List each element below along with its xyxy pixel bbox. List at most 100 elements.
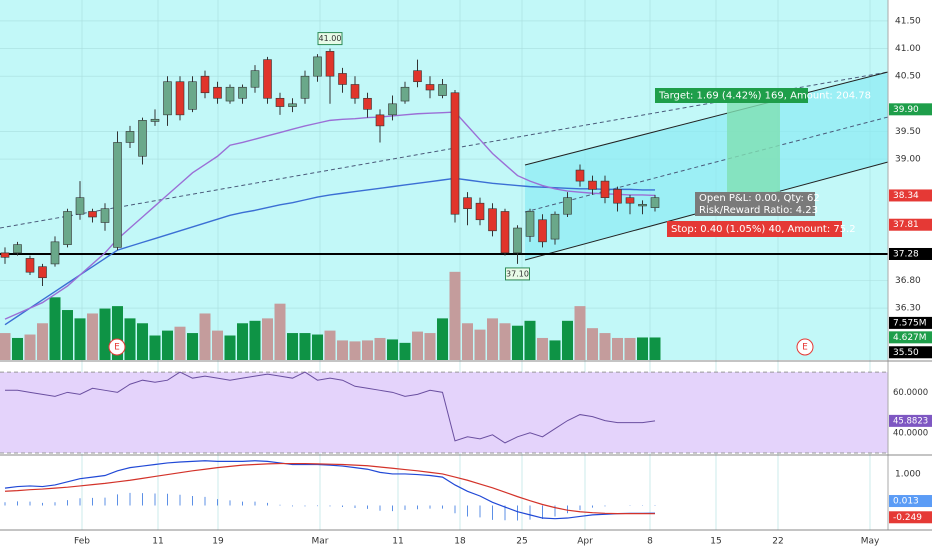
axis-marker [889,103,932,116]
axis-marker [889,346,932,359]
volume-bar [499,323,511,360]
candle-body [313,56,322,77]
axis-marker-label: -0.249 [893,513,922,523]
candle-body [225,86,235,102]
volume-bar [349,341,361,360]
volume-bar [124,318,136,360]
candle-body [150,118,160,122]
x-tick-label: May [861,537,880,547]
position-label: Stop: 0.40 (1.05%) 40, Amount: 75.2 [671,224,856,235]
earnings-label: E [114,343,120,353]
rsi-band [0,372,888,453]
axis-marker [889,316,932,329]
volume-bar [99,308,111,360]
annotation-box [317,32,343,46]
candle-body [88,211,97,218]
macd-line [4,460,656,520]
volume-bar [337,340,348,360]
candle-body [300,75,310,99]
y-tick-label: 39.00 [895,155,921,165]
position-label-box [655,88,808,103]
candle-body [438,84,447,96]
position-label: Open P&L: 0.00, Qty: 62 [699,193,820,204]
position-label: Target: 1.69 (4.42%) 169, Amount: 204.78 [658,91,871,102]
candle-body [338,73,347,85]
x-tick-label: 18 [454,537,466,547]
candle-body [375,114,385,127]
axis-marker [889,218,932,231]
axis-marker-label: 37.81 [893,220,919,230]
candle-body [450,92,460,215]
candle-body [125,131,135,143]
volume-bar [49,297,61,360]
channel-top [524,71,889,166]
volume-bar [199,313,211,360]
x-tick-label: 8 [647,537,653,547]
volume-bar [362,340,373,360]
volume-bar [387,339,398,360]
candle-body [625,197,635,204]
volume-bar [599,333,611,360]
axis-marker-label: 38.34 [893,191,919,201]
plot [0,48,888,521]
rsi-line [5,371,656,444]
volume-bar [574,306,586,360]
candle-body [488,208,497,232]
target-zone [727,96,780,200]
y-tick-label: 36.30 [895,304,921,314]
axis-marker-label: 35.50 [893,348,919,358]
x-tick-label: Feb [74,537,90,547]
volume-bar [612,337,623,360]
candle-body [250,70,260,88]
volume-bar [24,334,36,360]
candle-body [575,169,585,182]
y-tick-label: 39.50 [895,127,921,137]
candle-body [388,103,397,116]
volume-bar [549,340,561,360]
annotation-box [505,267,530,281]
volume-bar [174,326,186,360]
earnings-marker [108,338,126,356]
x-tick-label: 22 [772,537,783,547]
volume-bar [137,323,148,360]
volume-bar [449,271,461,360]
volume-bar [74,318,86,360]
candle-body [263,59,272,99]
candle-body [400,86,410,102]
candle-body [13,244,22,254]
candle-body [188,81,197,110]
macd-panel [0,456,888,530]
axis-marker-label: 37.28 [893,249,919,259]
candle-body [363,97,372,110]
volume-bar [537,337,548,360]
volume-bar [524,320,536,360]
candle-body [63,211,72,245]
annotation: 37.10 [506,269,529,278]
axis-marker-label: 0.013 [893,497,919,507]
volume-bar [274,303,286,360]
x-tick-label: Mar [312,537,329,547]
candle-body [513,227,522,254]
candle-body [163,81,172,116]
candle-body [175,81,185,116]
volume-bar [424,333,436,360]
position-label: Risk/Reward Ratio: 4.23 [699,205,818,216]
macd-line [4,462,656,515]
candle-body [100,208,110,223]
volume-bar [374,337,386,360]
candle-body [413,70,422,83]
volume-bar [87,313,98,360]
volume-bar [512,325,523,360]
y-tick-label: 36.80 [895,276,921,286]
y-tick-label: 41.00 [895,44,921,54]
x-tick-label: 11 [152,537,163,547]
volume-bar [624,337,636,360]
axis-marker [889,495,932,508]
y-tick-label: 1.000 [895,469,921,479]
candle-body [50,241,60,265]
position-label-box [695,204,815,216]
volume-bar [399,342,411,360]
volume-bar [299,333,311,360]
volume-bar [487,318,498,360]
candle-body [588,180,597,190]
